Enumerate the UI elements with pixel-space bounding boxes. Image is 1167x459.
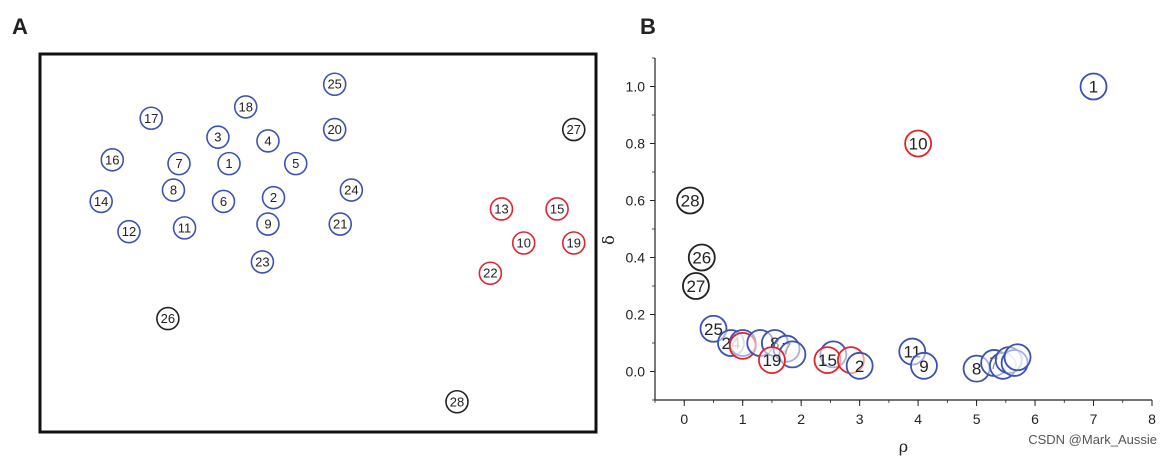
panel-a-point-label: 17: [144, 111, 158, 126]
panel-a-point-label: 8: [170, 183, 177, 198]
panel-a-point: [206, 125, 230, 149]
panel-a-point: [489, 197, 514, 221]
panel-a-point: [545, 197, 569, 221]
panel-a-point: [156, 306, 180, 331]
panel-a-point-label: 3: [214, 130, 221, 145]
panel-b-point: [1003, 343, 1032, 372]
panel-a-point-label: 12: [122, 224, 136, 239]
panel-a-point-label: 11: [178, 220, 192, 235]
panel-b-x-tick-label: 4: [914, 411, 922, 427]
panel-a-point: [172, 216, 197, 240]
panel-a-point-label: 25: [327, 77, 341, 92]
panel-a-point: [139, 106, 163, 131]
panel-b-x-tick-label: 7: [1090, 411, 1098, 427]
panel-a-point: [233, 95, 258, 119]
panel-a-frame: [38, 52, 598, 434]
panel-a-point: [161, 178, 186, 202]
panel-b-point: [758, 346, 786, 375]
panel-a-point: [167, 151, 191, 176]
panel-a-point: [561, 117, 586, 142]
panel-b-point-label: 26: [692, 249, 711, 268]
panel-b-point-label: 2: [855, 357, 864, 376]
panel-a-point-label: 16: [105, 152, 119, 167]
panel-b-x-axis-label: ρ: [899, 437, 908, 456]
panel-b-point-label: 8: [972, 360, 981, 379]
panel-a-point-label: 13: [494, 201, 508, 216]
panel-a-point-label: 24: [344, 183, 358, 198]
panel-a-point-label: 4: [264, 133, 271, 148]
panel-a-point-label: 14: [94, 194, 108, 209]
panel-a-point: [250, 250, 275, 274]
panel-b-x-tick-label: 3: [856, 411, 864, 427]
panel-a-point-label: 28: [450, 394, 464, 409]
panel-a-point: [261, 185, 286, 210]
panel-b-y-tick-label: 0.0: [626, 364, 646, 380]
panel-a-point-label: 19: [567, 236, 581, 251]
panel-a-point: [511, 231, 536, 255]
panel-a-point: [328, 212, 353, 236]
panel-a-point: [478, 261, 503, 286]
panel-b-point-label: 25: [704, 320, 723, 339]
panel-a-point-label: 5: [292, 156, 299, 171]
panel-a-point-label: 21: [333, 217, 347, 232]
panel-b-point: [910, 351, 938, 380]
panel-a-point: [256, 129, 280, 153]
panel-b-y-tick-label: 1.0: [626, 79, 646, 95]
panel-a-point: [217, 151, 241, 176]
panel-b-point-label: 15: [818, 351, 837, 370]
panel-a-point-label: 27: [567, 122, 581, 137]
panel-b-x-tick-label: 5: [973, 411, 981, 427]
panel-b-point: [687, 243, 716, 272]
panel-a-point: [283, 151, 308, 176]
panel-b-point-label: 1: [1089, 78, 1098, 97]
panel-b-y-tick-label: 0.6: [626, 193, 646, 209]
panel-a-point-label: 15: [550, 201, 564, 216]
panel-a-point: [445, 389, 469, 414]
panel-b-y-axis-label: δ: [599, 235, 618, 245]
panel-b-point: [1079, 72, 1108, 101]
panel-a-point-label: 6: [220, 194, 227, 209]
panel-b-point: [845, 351, 874, 380]
panel-a-point: [561, 231, 586, 255]
panel-a-point: [256, 212, 280, 236]
panel-a-point: [117, 219, 141, 244]
panel-b-x-tick-label: 0: [680, 411, 688, 427]
panel-b-x-tick-label: 2: [797, 411, 805, 427]
panel-b-point-label: 27: [686, 277, 705, 296]
panel-a-point: [89, 189, 113, 214]
panel-a-point: [322, 72, 347, 97]
panel-a-point-label: 20: [327, 122, 341, 137]
panel-a-point: [339, 178, 364, 202]
panel-b-point: [676, 186, 704, 215]
panel-a-point-label: 1: [225, 156, 232, 171]
panel-a-point: [100, 148, 125, 172]
panel-a-point: [322, 117, 347, 142]
panel-b-y-tick-label: 0.4: [626, 250, 646, 266]
panel-a-point-label: 18: [238, 99, 252, 114]
panel-b-x-tick-label: 6: [1031, 411, 1039, 427]
panel-a-point-label: 26: [161, 311, 175, 326]
panel-b-point: [682, 272, 710, 300]
panel-a-point-label: 22: [483, 266, 497, 281]
panel-a-letter: A: [12, 14, 28, 39]
panel-a-point-label: 10: [516, 236, 530, 251]
panel-b-point: [904, 129, 933, 158]
panel-b-y-tick-label: 0.8: [626, 136, 646, 152]
watermark-text: CSDN @Mark_Aussie: [1028, 432, 1157, 447]
panel-b-point-label: 9: [919, 357, 928, 376]
panel-b-letter: B: [640, 14, 656, 39]
panel-a-point-label: 9: [264, 217, 271, 232]
panel-b-point-label: 28: [681, 192, 700, 211]
panel-b-point-label: 19: [762, 351, 781, 370]
panel-b-x-tick-label: 1: [739, 411, 747, 427]
panel-a-point-label: 7: [175, 156, 182, 171]
panel-a-point-label: 2: [270, 190, 277, 205]
panel-a-point: [211, 189, 236, 214]
panel-b-y-tick-label: 0.2: [626, 307, 646, 323]
panel-b-point-label: 10: [909, 135, 928, 154]
panel-a-point-label: 23: [255, 254, 269, 269]
panel-b-x-tick-label: 8: [1148, 411, 1156, 427]
